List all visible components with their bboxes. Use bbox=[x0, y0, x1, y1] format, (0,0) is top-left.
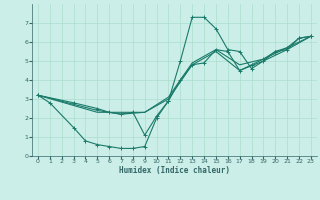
X-axis label: Humidex (Indice chaleur): Humidex (Indice chaleur) bbox=[119, 166, 230, 175]
